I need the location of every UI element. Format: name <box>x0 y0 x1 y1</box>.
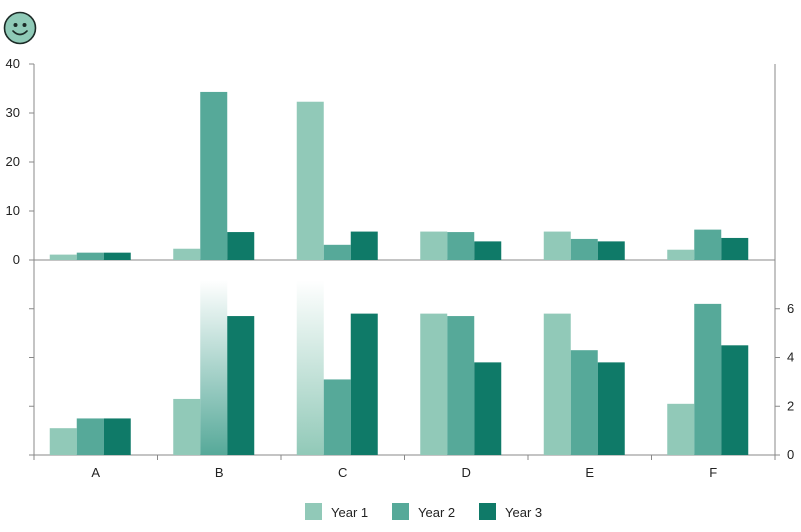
y-tick-label-right: 2 <box>787 398 794 413</box>
bar-bottom-panel <box>323 379 351 455</box>
smiley-face-icon <box>3 11 37 45</box>
bar-top-panel <box>420 231 448 260</box>
bar-top-panel <box>296 101 324 260</box>
bar-top-panel <box>694 229 722 260</box>
bar-top-panel <box>173 248 201 260</box>
bar-bottom-panel <box>420 313 448 455</box>
x-tick-label: E <box>585 465 594 480</box>
x-tick-label: B <box>215 465 224 480</box>
y-tick-label-right: 0 <box>787 447 794 462</box>
bar-top-panel <box>721 237 749 260</box>
y-tick-label-left: 0 <box>13 252 20 267</box>
bar-bottom-panel <box>103 418 131 455</box>
bar-bottom-panel <box>227 316 255 455</box>
y-tick-label-left: 20 <box>6 154 20 169</box>
bar-top-panel <box>597 241 625 260</box>
x-tick-label: F <box>709 465 717 480</box>
legend-swatch <box>479 503 496 520</box>
y-tick-label-left: 40 <box>6 56 20 71</box>
bar-top-panel <box>474 241 502 260</box>
bar-bottom-panel <box>474 362 502 455</box>
x-tick-label: D <box>462 465 471 480</box>
smiley-face-circle <box>3 11 37 45</box>
bar-top-panel <box>667 249 695 260</box>
y-tick-label-right: 6 <box>787 301 794 316</box>
bar-top-panel <box>103 252 131 260</box>
bar-bottom-panel <box>447 316 475 455</box>
bar-top-panel <box>350 231 378 260</box>
legend-label: Year 1 <box>331 505 368 520</box>
bar-bottom-panel <box>570 350 598 455</box>
tick-labels-group: A B C D E F 0 10 20 30 40 0 2 4 6 <box>6 56 795 480</box>
legend-label: Year 2 <box>418 505 455 520</box>
bar-bottom-panel <box>49 428 77 455</box>
bar-top-panel <box>323 244 351 260</box>
bar-bottom-panel <box>200 280 228 455</box>
bar-bottom-panel <box>350 313 378 455</box>
y-tick-label-left: 10 <box>6 203 20 218</box>
bar-top-panel <box>200 91 228 261</box>
bars-group <box>49 91 749 455</box>
bar-bottom-panel <box>543 313 571 455</box>
bar-top-panel <box>570 238 598 260</box>
legend-swatch <box>392 503 409 520</box>
legend-label: Year 3 <box>505 505 542 520</box>
bar-top-panel <box>447 232 475 260</box>
x-tick-label: C <box>338 465 347 480</box>
bar-bottom-panel <box>173 398 201 455</box>
bar-bottom-panel <box>296 280 324 455</box>
legend-swatch <box>305 503 322 520</box>
bar-top-panel <box>227 232 255 260</box>
y-tick-label-right: 4 <box>787 350 794 365</box>
bar-bottom-panel <box>597 362 625 455</box>
legend: Year 1 Year 2 Year 3 <box>305 503 542 520</box>
smiley-left-eye <box>13 23 18 27</box>
axes-group <box>29 63 780 460</box>
bar-top-panel <box>49 254 77 260</box>
bar-bottom-panel <box>667 403 695 455</box>
bar-bottom-panel <box>694 303 722 455</box>
x-tick-label: A <box>91 465 100 480</box>
smiley-right-eye <box>22 23 27 27</box>
y-tick-label-left: 30 <box>6 105 20 120</box>
bar-bottom-panel <box>76 418 104 455</box>
bar-top-panel <box>76 252 104 260</box>
bar-bottom-panel <box>721 345 749 455</box>
bar-top-panel <box>543 231 571 260</box>
smiley-mouth <box>12 30 28 36</box>
